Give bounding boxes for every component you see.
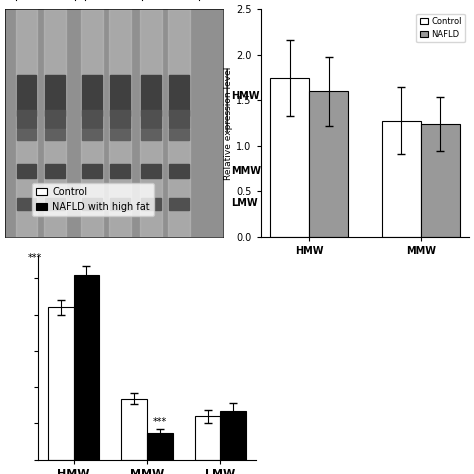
Bar <box>45 129 64 140</box>
Bar <box>82 198 102 210</box>
Bar <box>141 129 161 140</box>
Bar <box>82 75 102 117</box>
Bar <box>45 198 64 210</box>
Legend: Control, NAFLD with high fat: Control, NAFLD with high fat <box>32 183 154 216</box>
Text: MMW: MMW <box>231 166 262 176</box>
Bar <box>169 75 189 117</box>
Bar <box>421 124 460 237</box>
Bar <box>73 275 99 460</box>
Text: HMW: HMW <box>231 91 260 101</box>
Bar <box>81 9 103 237</box>
Bar <box>195 416 220 460</box>
Bar <box>270 78 309 237</box>
Bar <box>45 164 64 178</box>
Bar <box>110 164 130 178</box>
Bar <box>17 129 36 140</box>
Bar <box>110 75 130 117</box>
Bar <box>82 164 102 178</box>
Bar <box>48 308 73 460</box>
Legend: Control, NAFLD: Control, NAFLD <box>416 14 465 43</box>
Bar <box>45 75 64 117</box>
Bar <box>45 109 64 128</box>
Bar <box>141 109 161 128</box>
Bar <box>82 109 102 128</box>
Bar <box>220 411 246 460</box>
Bar <box>82 129 102 140</box>
Bar <box>141 75 161 117</box>
Bar <box>110 129 130 140</box>
Bar <box>169 109 189 128</box>
Bar <box>169 164 189 178</box>
Bar <box>17 109 36 128</box>
Bar <box>147 433 173 460</box>
Bar <box>110 198 130 210</box>
Bar <box>17 164 36 178</box>
Bar <box>169 129 189 140</box>
Text: LMW: LMW <box>231 198 258 208</box>
Bar <box>109 9 131 237</box>
Bar <box>169 198 189 210</box>
Bar <box>168 9 190 237</box>
Text: ***: *** <box>153 417 167 427</box>
Bar <box>17 75 36 117</box>
Bar <box>121 399 147 460</box>
Bar <box>17 198 36 210</box>
Bar <box>44 9 66 237</box>
Text: ***: *** <box>28 253 42 263</box>
Y-axis label: Relative expression level: Relative expression level <box>224 66 233 180</box>
Bar <box>16 9 37 237</box>
Bar <box>141 198 161 210</box>
Bar <box>140 9 162 237</box>
Bar <box>309 91 348 237</box>
Bar <box>382 120 421 237</box>
Bar <box>141 164 161 178</box>
Bar <box>110 109 130 128</box>
